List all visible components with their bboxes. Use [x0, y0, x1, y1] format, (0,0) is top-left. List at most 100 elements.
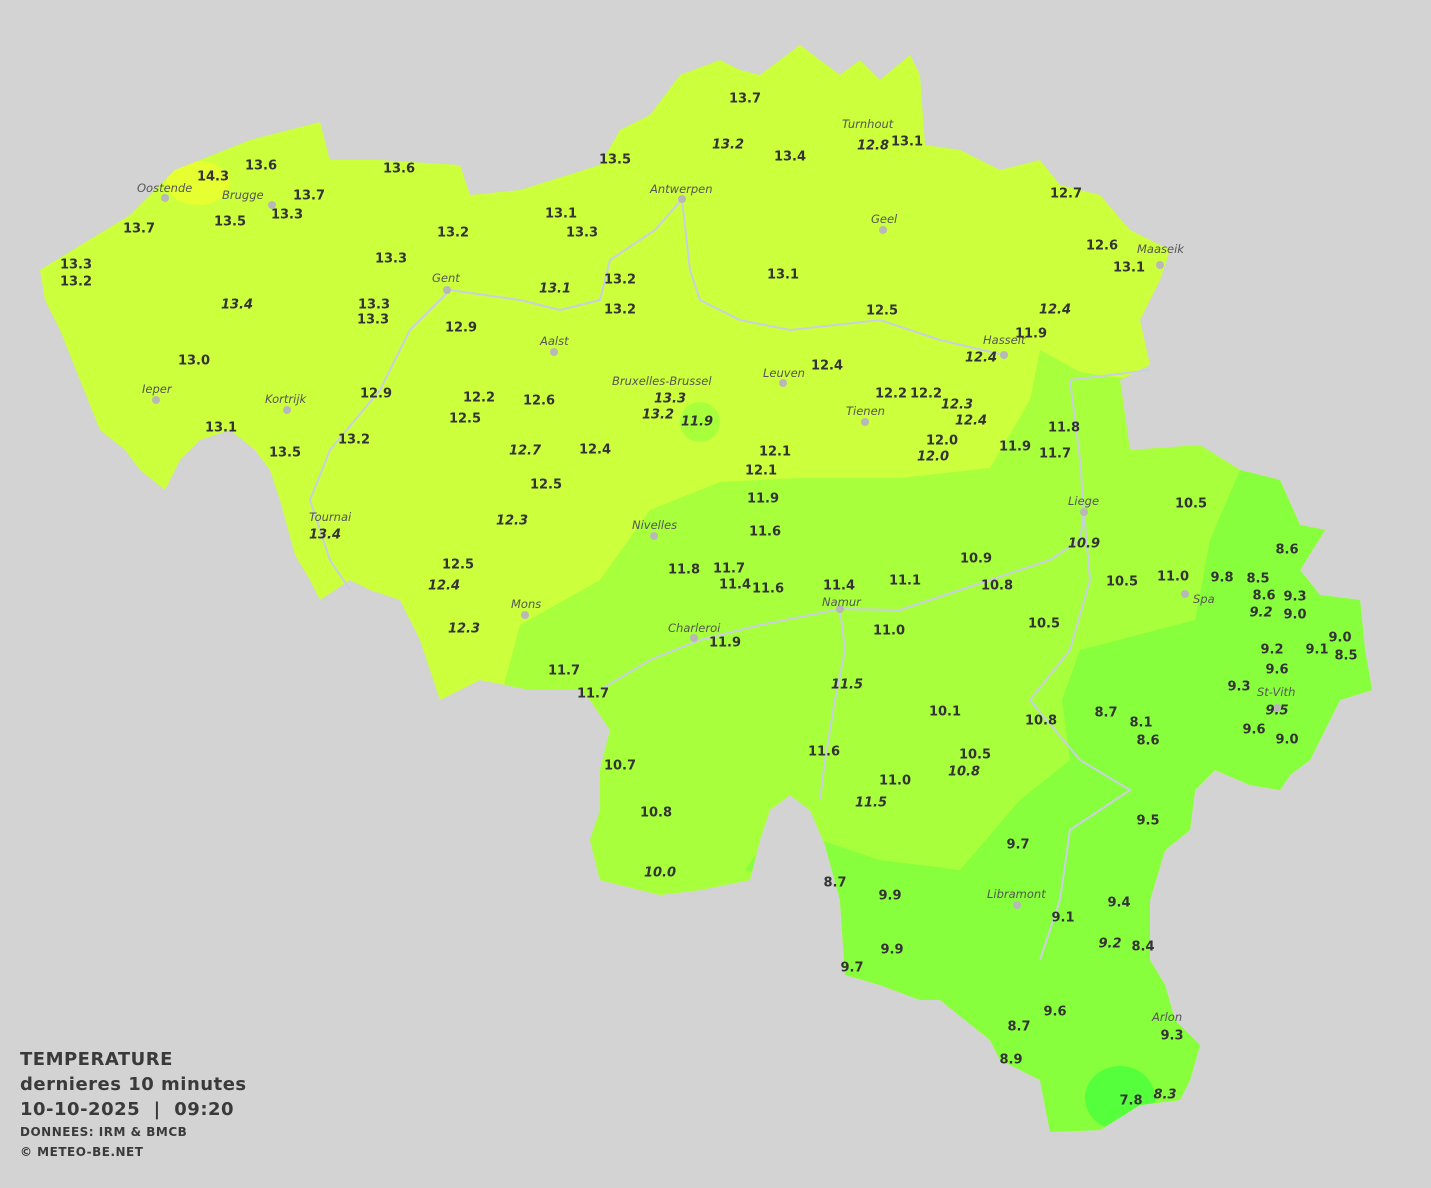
station-temperature: 9.3 — [1160, 1029, 1183, 1044]
city-gent: Gent — [432, 271, 460, 294]
city-geel: Geel — [871, 212, 898, 234]
zone-hot — [166, 161, 230, 205]
station-temperature: 12.4 — [955, 414, 987, 429]
station-temperature: 9.7 — [1006, 838, 1029, 853]
station-temperature: 13.2 — [338, 433, 370, 448]
city-maaseik: Maaseik — [1137, 242, 1185, 269]
river-ourthe — [1028, 511, 1132, 961]
station-temperature: 13.6 — [245, 159, 277, 174]
station-temperature: 10.8 — [640, 806, 672, 821]
city-dot — [443, 286, 451, 294]
station-temperature: 12.1 — [759, 445, 791, 460]
station-temperature: 13.2 — [60, 275, 92, 290]
city-label: Charleroi — [668, 621, 721, 635]
city-label: Libramont — [987, 887, 1046, 901]
legend-subtitle: dernieres 10 minutes — [20, 1074, 247, 1095]
city-dot — [161, 194, 169, 202]
station-temperature: 13.1 — [545, 207, 577, 222]
station-temperature: 12.4 — [428, 579, 460, 594]
city-dot — [1273, 704, 1281, 712]
city-label: Antwerpen — [649, 182, 713, 196]
station-temperature: 11.5 — [831, 678, 863, 693]
station-temperature: 9.3 — [1283, 590, 1306, 605]
station-temperature: 12.0 — [926, 434, 958, 449]
station-temperature: 11.6 — [749, 525, 781, 540]
station-temperature: 12.7 — [509, 444, 542, 459]
city-label: Kortrijk — [265, 392, 308, 406]
station-temperature: 13.2 — [604, 273, 636, 288]
legend: TEMPERATURE dernieres 10 minutes 10-10-2… — [20, 1047, 247, 1162]
station-temperature: 12.7 — [1050, 187, 1082, 202]
station-temperature: 13.1 — [891, 135, 923, 150]
city-tienen: Tienen — [846, 404, 885, 426]
station-temperature: 12.3 — [496, 514, 528, 529]
city-label: Aalst — [539, 334, 569, 348]
city-label: Namur — [822, 595, 862, 609]
station-temperature: 8.7 — [1094, 706, 1117, 721]
city-nivelles: Nivelles — [632, 518, 677, 540]
station-temperature: 11.7 — [713, 562, 745, 577]
city-dot — [1156, 261, 1164, 269]
river-maas — [599, 369, 1151, 691]
legend-datetime: 10-10-2025 | 09:20 — [20, 1099, 235, 1120]
station-temperature: 8.6 — [1136, 734, 1159, 749]
station-temperature: 12.5 — [530, 478, 562, 493]
station-temperature: 11.1 — [889, 574, 921, 589]
station-temperature: 11.4 — [719, 578, 751, 593]
city-aalst: Aalst — [539, 334, 569, 356]
station-temperature: 13.2 — [604, 303, 636, 318]
station-temperature: 13.4 — [309, 528, 341, 543]
city-label: Brugge — [222, 188, 264, 202]
city-dot — [861, 418, 869, 426]
station-temperature: 9.6 — [1242, 723, 1265, 738]
station-temperature: 12.2 — [463, 391, 495, 406]
legend-source: DONNEES: IRM & BMCB — [20, 1125, 188, 1139]
station-temperature: 12.9 — [445, 321, 477, 336]
station-temperature: 11.9 — [709, 636, 741, 651]
station-temperature: 10.5 — [1028, 617, 1060, 632]
station-temperature: 9.0 — [1328, 631, 1351, 646]
station-temperature: 8.1 — [1129, 716, 1152, 731]
station-temperature: 13.7 — [123, 222, 155, 237]
station-temperature: 12.5 — [442, 558, 474, 573]
river-maas-south — [819, 608, 847, 801]
city-label: Bruxelles-Brussel — [612, 374, 712, 388]
station-temperature: 12.3 — [448, 622, 480, 637]
city-dot — [521, 611, 529, 619]
station-temperature: 11.0 — [873, 624, 905, 639]
city-bruxelles-brussel: Bruxelles-Brussel — [612, 374, 712, 388]
city-label: Mons — [511, 597, 541, 611]
city-brugge: Brugge — [222, 188, 276, 209]
station-temperature: 10.5 — [1106, 575, 1138, 590]
station-temperature: 13.5 — [214, 215, 246, 230]
station-temperature: 12.5 — [866, 304, 898, 319]
city-label: Turnhout — [842, 117, 894, 131]
station-temperature: 9.2 — [1260, 643, 1283, 658]
station-temperature: 13.2 — [642, 408, 674, 423]
station-temperature: 10.5 — [959, 748, 991, 763]
station-temperature: 12.8 — [857, 139, 889, 154]
station-temperature: 10.9 — [1068, 537, 1100, 552]
station-temperature: 8.7 — [1007, 1020, 1030, 1035]
station-temperature: 11.7 — [577, 687, 609, 702]
city-dot — [650, 532, 658, 540]
station-temperature: 8.5 — [1246, 572, 1269, 587]
station-temperature: 10.0 — [644, 866, 676, 881]
city-dot — [879, 226, 887, 234]
legend-copyright: © METEO-BE.NET — [20, 1145, 144, 1159]
station-temperature: 10.7 — [604, 759, 636, 774]
city-label: Spa — [1193, 592, 1215, 606]
station-temperature: 9.1 — [1305, 643, 1328, 658]
station-temperature: 13.3 — [271, 208, 303, 223]
station-temperature: 9.9 — [878, 889, 901, 904]
station-temperature: 13.3 — [357, 313, 389, 328]
city-label: Gent — [432, 271, 460, 285]
station-temperature: 12.4 — [965, 351, 997, 366]
station-temperature: 8.9 — [999, 1053, 1022, 1068]
station-temperature: 13.7 — [293, 189, 325, 204]
station-temperature: 11.0 — [1157, 570, 1189, 585]
city-label: Ieper — [142, 382, 173, 396]
station-temperature: 9.0 — [1283, 608, 1306, 623]
city-label: St-Vith — [1257, 685, 1295, 699]
